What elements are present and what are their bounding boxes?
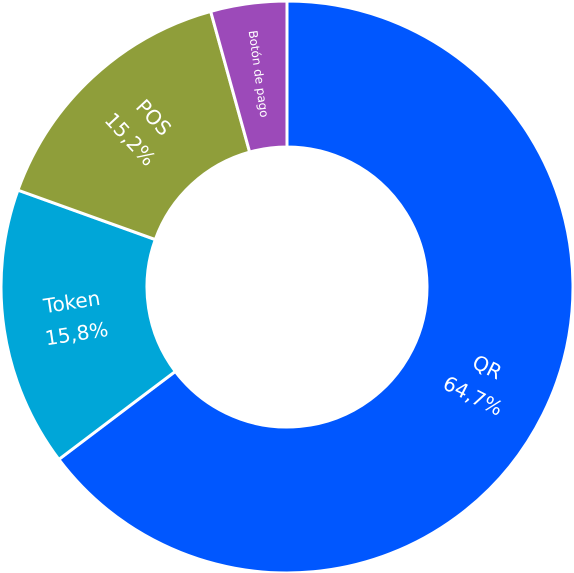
donut-segment [56,0,574,573]
donut-segment [15,9,252,242]
donut-segment [208,0,289,154]
donut-segment [0,188,178,462]
